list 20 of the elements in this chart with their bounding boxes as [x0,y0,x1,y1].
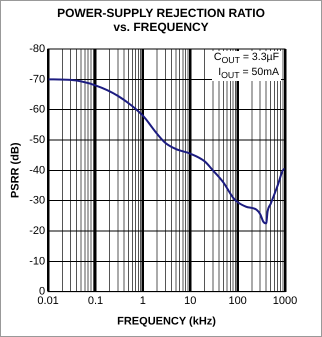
y-tick-label: -10 [29,255,46,268]
x-tick-label: 1000 [272,295,298,308]
x-axis-title: FREQUENCY (kHz) [117,315,216,328]
y-tick-label: -60 [29,104,46,116]
annotation: I$_{OUT}$ = 50mA [217,66,279,82]
x-tick-label: 0.01 [37,295,59,308]
x-tick-label: 0.1 [88,295,104,308]
y-tick-label: -70 [29,73,46,86]
x-tick-label: 10 [184,295,196,308]
chart-title: POWER-SUPPLY REJECTION RATIO vs. FREQUENCY [56,6,266,34]
x-tick-label: 100 [228,295,247,308]
x-tick-label: 1 [140,295,146,308]
y-tick-label: -50 [29,134,46,146]
y-axis-title: PSRR (dB) [10,142,22,198]
y-tick-label: 0 [38,286,46,298]
annotation: C$_{OUT}$ = 3.3µF [214,51,279,66]
y-tick-label: -40 [29,164,46,176]
y-tick-label: -20 [29,224,46,237]
y-tick-label: -30 [29,194,46,207]
y-tick-label: -80 [29,43,46,56]
